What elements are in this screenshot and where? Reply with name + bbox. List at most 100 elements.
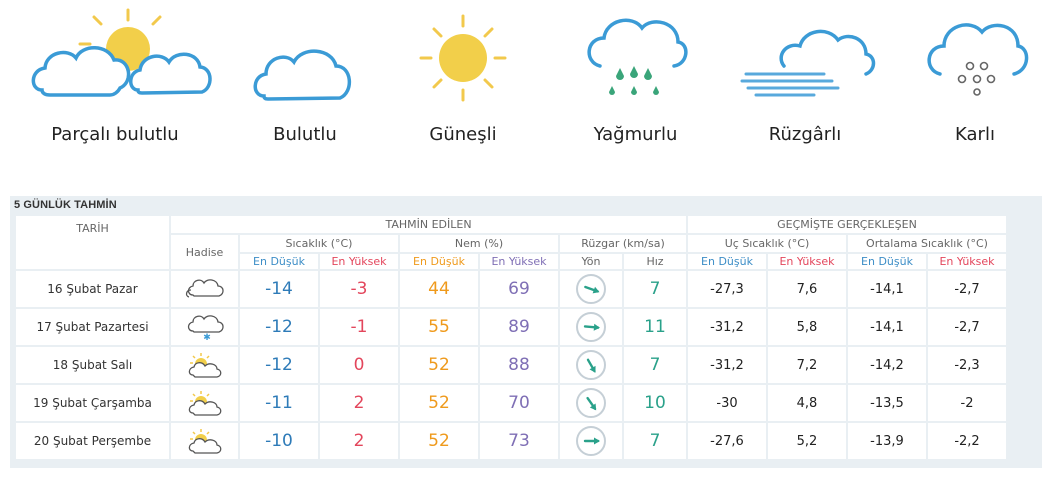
wind-southwest-icon xyxy=(576,350,606,380)
legend-label: Karlı xyxy=(955,124,995,145)
avg-high: -2,2 xyxy=(928,423,1006,459)
legend-label: Yağmurlu xyxy=(593,124,678,145)
sub-low: En Düşük xyxy=(848,254,926,269)
table-row: 17 Şubat Pazartesi ✱ -12 -1 55 89 11 -31… xyxy=(16,309,1006,345)
sub-low: En Düşük xyxy=(240,254,318,269)
group-forecast-header: TAHMİN EDİLEN xyxy=(171,216,686,233)
temp-low: -12 xyxy=(240,309,318,345)
temp-low: -10 xyxy=(240,423,318,459)
row-event xyxy=(171,423,238,459)
snowy-icon: ✱ xyxy=(187,315,224,341)
partly-cloudy-icon xyxy=(188,391,221,416)
legend-partly-cloudy: Parçalı bulutlu xyxy=(30,0,220,190)
humidity-high: 73 xyxy=(480,423,558,459)
sub-high: En Yüksek xyxy=(480,254,558,269)
extreme-high: 5,8 xyxy=(768,309,846,345)
table-row: 19 Şubat Çarşamba -11 2 52 70 10 -30 4,8… xyxy=(16,385,1006,421)
table-row: 20 Şubat Perşembe -10 2 52 73 7 -27,6 5,… xyxy=(16,423,1006,459)
col-event-header: Hadise xyxy=(171,235,238,269)
windy-icon xyxy=(740,29,876,97)
group-past-header: GEÇMİŞTE GERÇEKLEŞEN xyxy=(688,216,1006,233)
sub-high: En Yüksek xyxy=(768,254,846,269)
wind-direction xyxy=(560,385,622,421)
forecast-panel: 5 GÜNLÜK TAHMİN TARİH TAHMİN EDİLEN GEÇM… xyxy=(10,196,1042,468)
humidity-low: 52 xyxy=(400,423,478,459)
legend-sunny: Güneşli xyxy=(408,0,518,190)
sub-low: En Düşük xyxy=(688,254,766,269)
col-avg-header: Ortalama Sıcaklık (°C) xyxy=(848,235,1006,252)
col-extreme-header: Uç Sıcaklık (°C) xyxy=(688,235,846,252)
row-date: 17 Şubat Pazartesi xyxy=(16,309,169,345)
temp-low: -12 xyxy=(240,347,318,383)
sub-direction: Yön xyxy=(560,254,622,269)
legend-rainy: Yağmurlu xyxy=(578,0,693,190)
weather-legend: Parçalı bulutlu Bulutlu Güneşli xyxy=(0,0,1057,190)
extreme-high: 7,6 xyxy=(768,271,846,307)
extreme-low: -31,2 xyxy=(688,309,766,345)
humidity-high: 88 xyxy=(480,347,558,383)
legend-label: Güneşli xyxy=(429,124,497,145)
extreme-low: -30 xyxy=(688,385,766,421)
avg-high: -2 xyxy=(928,385,1006,421)
wind-speed: 10 xyxy=(624,385,686,421)
rainy-icon xyxy=(587,18,688,95)
cloudy-icon xyxy=(185,279,224,298)
row-date: 16 Şubat Pazar xyxy=(16,271,169,307)
partly-cloudy-icon xyxy=(188,429,221,454)
wind-direction xyxy=(560,271,622,307)
legend-label: Rüzgârlı xyxy=(768,124,842,145)
avg-high: -2,7 xyxy=(928,309,1006,345)
sub-high: En Yüksek xyxy=(928,254,1006,269)
wind-speed: 11 xyxy=(624,309,686,345)
avg-low: -14,2 xyxy=(848,347,926,383)
temp-high: 2 xyxy=(320,423,398,459)
extreme-high: 5,2 xyxy=(768,423,846,459)
table-row: 18 Şubat Salı -12 0 52 88 7 -31,2 7,2 -1… xyxy=(16,347,1006,383)
col-humidity-header: Nem (%) xyxy=(400,235,558,252)
avg-low: -14,1 xyxy=(848,309,926,345)
row-date: 20 Şubat Perşembe xyxy=(16,423,169,459)
wind-speed: 7 xyxy=(624,423,686,459)
wind-speed: 7 xyxy=(624,347,686,383)
avg-low: -14,1 xyxy=(848,271,926,307)
wind-southwest-icon xyxy=(576,388,606,418)
legend-snowy: Karlı xyxy=(920,0,1030,190)
forecast-table: TARİH TAHMİN EDİLEN GEÇMİŞTE GERÇEKLEŞEN… xyxy=(14,214,1008,461)
row-event xyxy=(171,347,238,383)
sub-speed: Hız xyxy=(624,254,686,269)
row-event: ✱ xyxy=(171,309,238,345)
humidity-high: 70 xyxy=(480,385,558,421)
temp-high: -1 xyxy=(320,309,398,345)
legend-label: Parçalı bulutlu xyxy=(51,124,179,145)
humidity-low: 52 xyxy=(400,385,478,421)
avg-low: -13,9 xyxy=(848,423,926,459)
extreme-low: -27,3 xyxy=(688,271,766,307)
col-wind-header: Rüzgar (km/sa) xyxy=(560,235,686,252)
humidity-high: 69 xyxy=(480,271,558,307)
legend-windy: Rüzgârlı xyxy=(730,0,880,190)
avg-high: -2,3 xyxy=(928,347,1006,383)
partly-cloudy-icon xyxy=(188,353,221,378)
wind-west-icon xyxy=(576,426,606,456)
extreme-low: -31,2 xyxy=(688,347,766,383)
temp-high: 0 xyxy=(320,347,398,383)
temp-low: -11 xyxy=(240,385,318,421)
svg-text:✱: ✱ xyxy=(203,333,211,341)
extreme-low: -27,6 xyxy=(688,423,766,459)
wind-direction xyxy=(560,347,622,383)
snowy-icon xyxy=(927,23,1029,96)
row-date: 18 Şubat Salı xyxy=(16,347,169,383)
panel-title: 5 GÜNLÜK TAHMİN xyxy=(14,199,117,211)
wind-direction xyxy=(560,423,622,459)
humidity-high: 89 xyxy=(480,309,558,345)
row-date: 19 Şubat Çarşamba xyxy=(16,385,169,421)
extreme-high: 4,8 xyxy=(768,385,846,421)
wind-west-icon xyxy=(576,312,606,342)
wind-speed: 7 xyxy=(624,271,686,307)
table-row: 16 Şubat Pazar -14 -3 44 69 7 -27,3 7,6 … xyxy=(16,271,1006,307)
temp-high: -3 xyxy=(320,271,398,307)
sub-high: En Yüksek xyxy=(320,254,398,269)
col-date-header: TARİH xyxy=(16,216,169,269)
temp-low: -14 xyxy=(240,271,318,307)
sub-low: En Düşük xyxy=(400,254,478,269)
